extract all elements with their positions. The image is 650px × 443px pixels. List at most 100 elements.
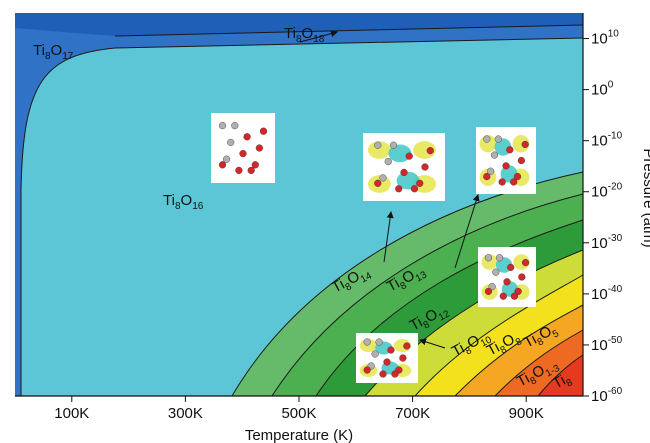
- atom: [513, 172, 522, 181]
- atom: [506, 146, 514, 154]
- atom: [487, 167, 495, 175]
- atom: [387, 346, 395, 354]
- y-tick-label: 10-10: [591, 131, 623, 150]
- atom: [416, 179, 424, 187]
- boundary-line: [114, 24, 584, 37]
- atom: [389, 141, 398, 149]
- atom: [494, 135, 502, 143]
- x-tick-label: 100K: [54, 405, 89, 422]
- y-tick-label: 1010: [591, 29, 619, 48]
- boundary-line: [494, 329, 584, 397]
- phase-regions: [15, 13, 583, 396]
- atom: [484, 287, 493, 296]
- phase-label: Ti8O12: [407, 300, 452, 337]
- atom: [384, 157, 392, 166]
- atom: [498, 178, 506, 186]
- atom: [499, 292, 507, 300]
- atom: [492, 268, 500, 276]
- atom: [517, 156, 525, 165]
- atom: [426, 147, 434, 155]
- atom: [251, 161, 259, 169]
- orbital-lobe: [500, 165, 518, 183]
- y-tick-label: 10-60: [591, 386, 623, 405]
- atom: [495, 254, 504, 262]
- atom: [218, 161, 227, 169]
- y-tick-label: 10-20: [591, 182, 623, 201]
- orbital-lobe: [512, 135, 530, 153]
- annotation-arrow: [419, 338, 446, 349]
- atom: [243, 133, 251, 141]
- structure-inset: [356, 333, 418, 383]
- atom: [255, 144, 263, 152]
- boundary-line: [315, 219, 584, 397]
- atom: [391, 370, 399, 378]
- structure-inset: [211, 113, 275, 183]
- x-tick-label: 500K: [281, 405, 316, 422]
- x-tick-label: 300K: [168, 405, 203, 422]
- structure-inset: [476, 127, 536, 194]
- boundary-line: [537, 354, 584, 397]
- atom: [227, 138, 235, 147]
- atom: [510, 292, 519, 300]
- atom: [379, 370, 387, 378]
- atom: [395, 185, 403, 193]
- annotation-arrow: [299, 30, 338, 43]
- y-tick-label: 10-50: [591, 335, 623, 354]
- boundary-line: [454, 304, 584, 397]
- orbital-lobe: [388, 144, 412, 163]
- atom: [399, 354, 407, 362]
- atom: [363, 338, 371, 346]
- atom: [421, 163, 429, 171]
- atom: [247, 166, 255, 175]
- atom: [231, 121, 239, 130]
- boundary-line: [20, 37, 584, 396]
- boundary-line: [414, 274, 584, 397]
- atom: [374, 179, 382, 187]
- atom: [514, 287, 522, 296]
- atom: [507, 263, 515, 272]
- x-tick-label: 700K: [395, 405, 430, 422]
- orbital-lobe: [367, 141, 391, 159]
- atom: [410, 185, 419, 193]
- atom: [490, 151, 499, 159]
- atom: [374, 141, 382, 149]
- annotation-arrows: [299, 30, 480, 349]
- y-tick-label: 10-30: [591, 233, 623, 252]
- axes: 100K 300K 500K 700K 900K 1010 100 10-10 10-20 10-…: [15, 13, 623, 422]
- y-tick-label: 100: [591, 80, 614, 99]
- boundary-line: [271, 193, 584, 397]
- y-tick-label: 10-40: [591, 284, 623, 303]
- x-tick-label: 900K: [509, 405, 544, 422]
- atom: [383, 358, 391, 366]
- atom: [483, 172, 491, 181]
- atom: [518, 273, 526, 281]
- phase-label: Ti8O18: [284, 25, 325, 45]
- annotation-arrow: [454, 194, 480, 269]
- atom: [488, 283, 496, 291]
- orbital-lobe: [413, 141, 436, 159]
- atom: [502, 162, 510, 170]
- phase-label: Ti8O17: [33, 42, 74, 62]
- region-ti8o18: [15, 13, 583, 36]
- atom: [235, 166, 243, 175]
- atom: [400, 168, 408, 177]
- atom: [363, 366, 371, 374]
- atom: [483, 135, 491, 143]
- annotation-arrow: [383, 211, 394, 263]
- atom: [521, 259, 530, 267]
- atom: [218, 121, 227, 130]
- structure-insets: [211, 113, 536, 383]
- region-ti8: [538, 355, 583, 396]
- x-axis-title: Temperature (K): [245, 427, 353, 443]
- structure-inset: [478, 247, 536, 307]
- atom: [223, 155, 231, 163]
- atom: [375, 338, 383, 346]
- atom: [503, 278, 511, 286]
- atom: [521, 140, 529, 149]
- orbital-lobe: [396, 171, 420, 190]
- atom: [405, 152, 413, 160]
- atom: [510, 178, 518, 186]
- structure-inset: [363, 133, 445, 201]
- atom: [371, 350, 379, 358]
